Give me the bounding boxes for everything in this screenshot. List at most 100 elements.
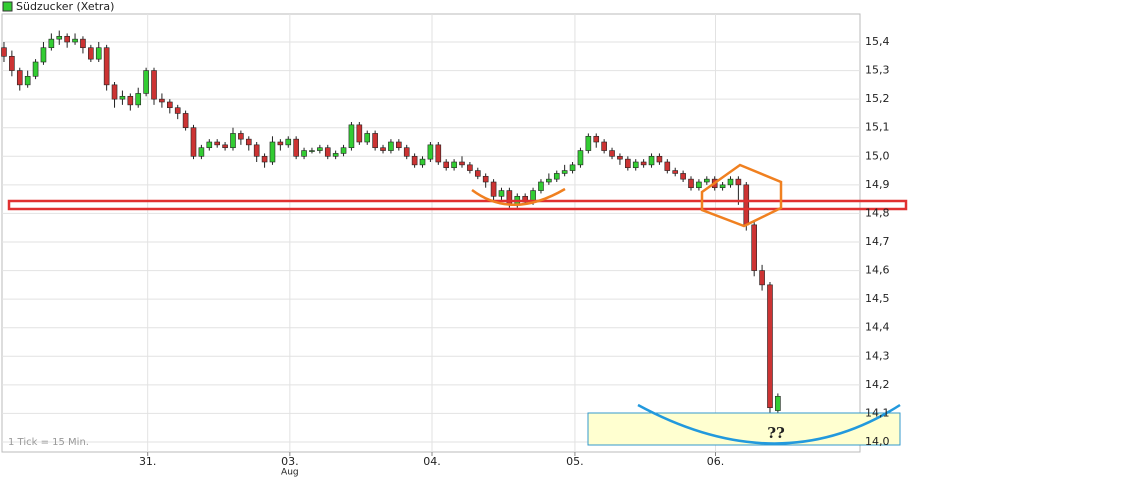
candle-body [151, 70, 157, 100]
candle-body [435, 144, 442, 163]
y-tick-label: 14,4 [865, 321, 890, 334]
candle-body [577, 150, 584, 166]
candle-body [474, 170, 481, 177]
candle-body [443, 161, 450, 169]
candle-body [411, 155, 418, 166]
y-tick-label: 15,0 [865, 149, 890, 162]
candle-body [546, 178, 552, 183]
y-tick-label: 14,3 [865, 349, 890, 362]
y-tick-label: 15,4 [865, 35, 890, 48]
candle-body [419, 158, 426, 166]
candle-body [388, 141, 394, 151]
candle-body [24, 75, 31, 86]
y-tick-label: 14,9 [865, 178, 890, 191]
candle-body [301, 150, 307, 157]
candle-body [427, 144, 434, 160]
x-tick-label: 04. [423, 455, 441, 468]
candle-body [396, 141, 402, 149]
y-tick-label: 14,1 [865, 406, 890, 419]
candle-body [759, 270, 765, 286]
candle-body [16, 70, 23, 86]
candle-body [403, 147, 410, 157]
candle-body [340, 147, 347, 154]
candle-body [72, 38, 78, 43]
x-tick-label: 03. [281, 455, 299, 468]
candle-body [506, 190, 513, 206]
candle-body [775, 395, 781, 411]
hexagon [700, 163, 783, 228]
candle-body [32, 61, 39, 77]
candle-body [593, 135, 600, 143]
candle-body [245, 138, 252, 146]
candle-body [467, 164, 473, 171]
target-box [587, 412, 901, 446]
candle-body [735, 178, 742, 186]
candle-body [719, 184, 726, 189]
candle-body [751, 224, 757, 271]
candle-body [48, 38, 55, 49]
candle-body [253, 144, 260, 157]
candle-body [317, 147, 323, 151]
candle-body [703, 178, 710, 183]
candle-body [538, 181, 544, 191]
candle-body [743, 184, 750, 226]
y-tick-label: 15,2 [865, 92, 890, 105]
bottom-arc [471, 187, 566, 206]
candle-body [182, 113, 189, 129]
candle-body [561, 170, 568, 174]
month-label: Aug [281, 468, 299, 478]
candle-body [364, 133, 371, 143]
candle-body [119, 95, 126, 100]
candle-body [198, 147, 205, 157]
candle-body [238, 133, 244, 140]
y-tick-label: 14,2 [865, 378, 890, 391]
candle-body [664, 161, 671, 171]
candle-body [293, 138, 299, 157]
candle-body [640, 161, 647, 166]
grid [2, 14, 860, 452]
candle-body [309, 150, 315, 152]
candle-body [269, 141, 276, 163]
candles [1, 30, 781, 414]
y-tick-label: 14,8 [865, 206, 890, 219]
candle-body [88, 47, 94, 60]
candle-body [206, 141, 213, 149]
candle-body [174, 107, 181, 114]
candle-body [372, 133, 378, 149]
candle-body [1, 47, 7, 57]
candle-body [625, 158, 631, 169]
x-tick-label: 05. [566, 455, 584, 468]
candle-body [380, 147, 386, 151]
candle-body [56, 35, 63, 40]
candle-body [40, 47, 47, 63]
candle-body [451, 161, 457, 169]
annotations: ?? [7, 163, 908, 446]
y-tick-label: 14,5 [865, 292, 890, 305]
candle-body [95, 47, 102, 60]
candle-body [680, 173, 686, 180]
candle-body [585, 135, 592, 151]
chart-title: Südzucker (Xetra) [16, 0, 114, 13]
y-tick-label: 14,6 [865, 264, 890, 277]
tick-note: 1 Tick = 15 Min. [8, 437, 89, 448]
y-tick-label: 14,7 [865, 235, 890, 248]
plot-area [1, 13, 861, 453]
candle-body [111, 84, 118, 100]
y-tick-label: 14,0 [865, 435, 890, 448]
candle-body [553, 173, 560, 180]
candle-body [222, 144, 228, 149]
candle-body [324, 147, 331, 157]
candle-body [482, 175, 489, 183]
candle-body [230, 133, 236, 149]
candle-body [64, 35, 70, 43]
candle-body [190, 127, 197, 157]
annotation-text: ?? [767, 424, 785, 442]
candle-body [632, 161, 639, 169]
candle-body [767, 284, 773, 409]
candle-body [80, 38, 86, 49]
candle-body [617, 155, 623, 160]
candle-body [459, 161, 465, 166]
candle-body [696, 181, 702, 189]
candle-body [167, 101, 173, 109]
